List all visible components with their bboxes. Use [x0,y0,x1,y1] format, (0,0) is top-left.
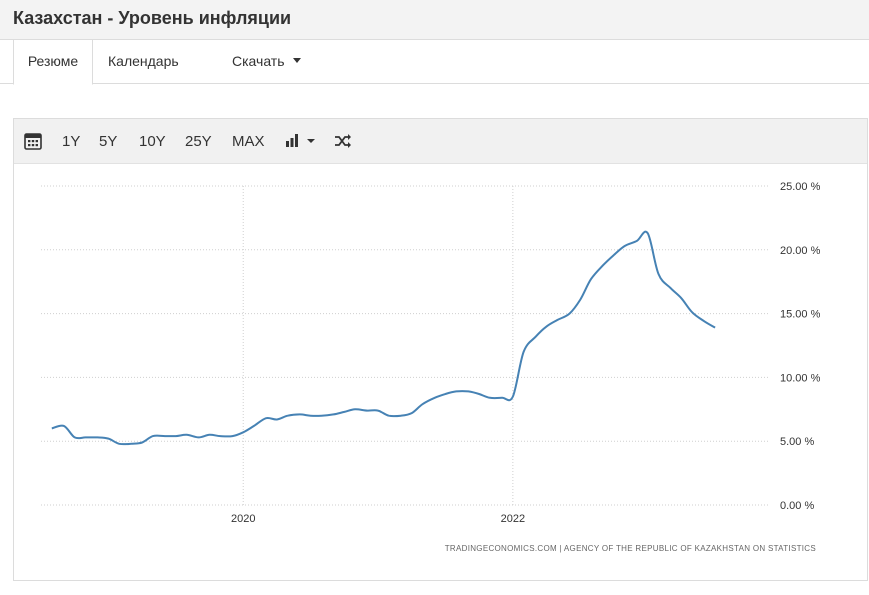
tab-bar: Резюме Календарь Скачать [0,40,869,85]
range-max-button[interactable]: MAX [232,133,265,150]
calendar-icon[interactable] [24,132,42,150]
y-tick-label: 15.00 % [780,309,821,321]
shuffle-icon[interactable] [334,133,352,149]
range-1y-button[interactable]: 1Y [62,133,81,150]
page-title: Казахстан - Уровень инфляции [13,8,292,28]
range-10y-button[interactable]: 10Y [139,133,166,150]
bar-chart-icon[interactable] [284,133,318,149]
x-axis: 2020 2022 [231,513,525,525]
tab-download-label: Скачать [232,53,285,69]
y-tick-label: 25.00 % [780,181,821,193]
y-tick-label: 0.00 % [780,500,814,512]
y-tick-label: 20.00 % [780,245,821,257]
chart-panel: 1Y 5Y 10Y 25Y MAX 25.00 % 20.00 % 15.00 % 1… [13,118,868,581]
chart-source: TRADINGECONOMICS.COM | AGENCY OF THE REP… [445,544,816,553]
inflation-chart: 25.00 % 20.00 % 15.00 % 10.00 % 5.00 % 0.00 %… [41,181,821,553]
chart-grid [41,185,769,506]
tab-calendar[interactable]: Календарь [108,53,179,69]
chevron-down-icon [292,57,301,63]
title-bar: Казахстан - Уровень инфляции [0,0,869,40]
tab-resume[interactable]: Резюме [13,40,93,85]
range-25y-button[interactable]: 25Y [185,133,212,150]
chart-toolbar: 1Y 5Y 10Y 25Y MAX [14,119,867,164]
tab-download[interactable]: Скачать [232,40,301,84]
x-tick-label: 2020 [231,513,255,525]
y-axis: 25.00 % 20.00 % 15.00 % 10.00 % 5.00 % 0.00 % [780,181,821,512]
y-tick-label: 5.00 % [780,436,814,448]
range-5y-button[interactable]: 5Y [99,133,118,150]
y-tick-label: 10.00 % [780,372,821,384]
x-tick-label: 2022 [501,513,525,525]
series-line-inflation [51,230,716,446]
